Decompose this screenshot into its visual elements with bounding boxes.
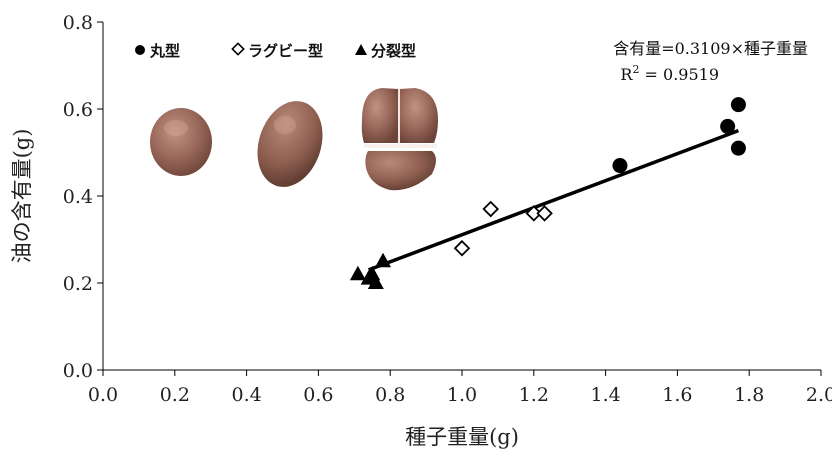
- x-tick-label: 1.0: [447, 384, 477, 406]
- x-tick-label: 1.2: [519, 384, 549, 406]
- legend-label-split: 分裂型: [371, 42, 416, 60]
- x-axis-ticks: 0.0 0.2 0.4 0.6 0.8 1.0 1.2 1.4 1.6 1.8 2.0: [88, 370, 832, 406]
- x-tick-label: 1.6: [662, 384, 692, 406]
- x-tick-label: 0.6: [303, 384, 333, 406]
- seed-photo-rugby: [257, 101, 323, 187]
- data-point-round: [730, 97, 746, 113]
- y-tick-label: 0.0: [63, 360, 93, 382]
- legend-label-round: 丸型: [149, 42, 180, 60]
- x-tick-label: 1.8: [734, 384, 764, 406]
- data-points: [349, 97, 746, 289]
- regression-line: [368, 128, 740, 272]
- legend-label-rugby: ラグビー型: [248, 42, 323, 60]
- data-point-rugby: [536, 205, 553, 222]
- y-tick-label: 0.6: [63, 99, 93, 121]
- y-axis-ticks: 0.0 0.2 0.4 0.6 0.8: [63, 12, 103, 382]
- legend: 丸型 ラグビー型 分裂型: [135, 42, 416, 60]
- y-tick-label: 0.2: [63, 273, 93, 295]
- data-point-round: [730, 140, 746, 156]
- regression-equation: 含有量=0.3109×種子重量: [613, 39, 808, 58]
- x-tick-label: 0.4: [231, 384, 261, 406]
- legend-marker-round: [135, 45, 145, 55]
- legend-marker-rugby: [231, 42, 245, 56]
- data-point-round: [612, 158, 628, 174]
- x-tick-label: 1.4: [590, 384, 620, 406]
- x-tick-label: 0.0: [88, 384, 118, 406]
- legend-marker-split: [355, 44, 367, 55]
- r-squared: R2 = 0.9519: [620, 63, 719, 84]
- data-point-split: [349, 265, 366, 281]
- y-tick-label: 0.8: [63, 12, 93, 34]
- regression-annotation: 含有量=0.3109×種子重量 R2 = 0.9519: [613, 39, 808, 84]
- seed-photo-round: [150, 108, 212, 176]
- data-point-split: [375, 252, 392, 268]
- x-tick-label: 0.2: [160, 384, 190, 406]
- y-axis-title: 油の含有量(g): [10, 129, 34, 264]
- y-tick-label: 0.4: [63, 186, 93, 208]
- data-point-round: [720, 118, 736, 134]
- x-axis-title: 種子重量(g): [405, 425, 519, 449]
- x-tick-label: 0.8: [375, 384, 405, 406]
- data-point-split: [367, 274, 384, 289]
- data-point-rugby: [482, 200, 499, 218]
- seed-photo-split: [361, 88, 438, 191]
- data-point-rugby: [453, 239, 471, 257]
- x-tick-label: 2.0: [806, 384, 832, 406]
- data-point-rugby: [525, 205, 543, 222]
